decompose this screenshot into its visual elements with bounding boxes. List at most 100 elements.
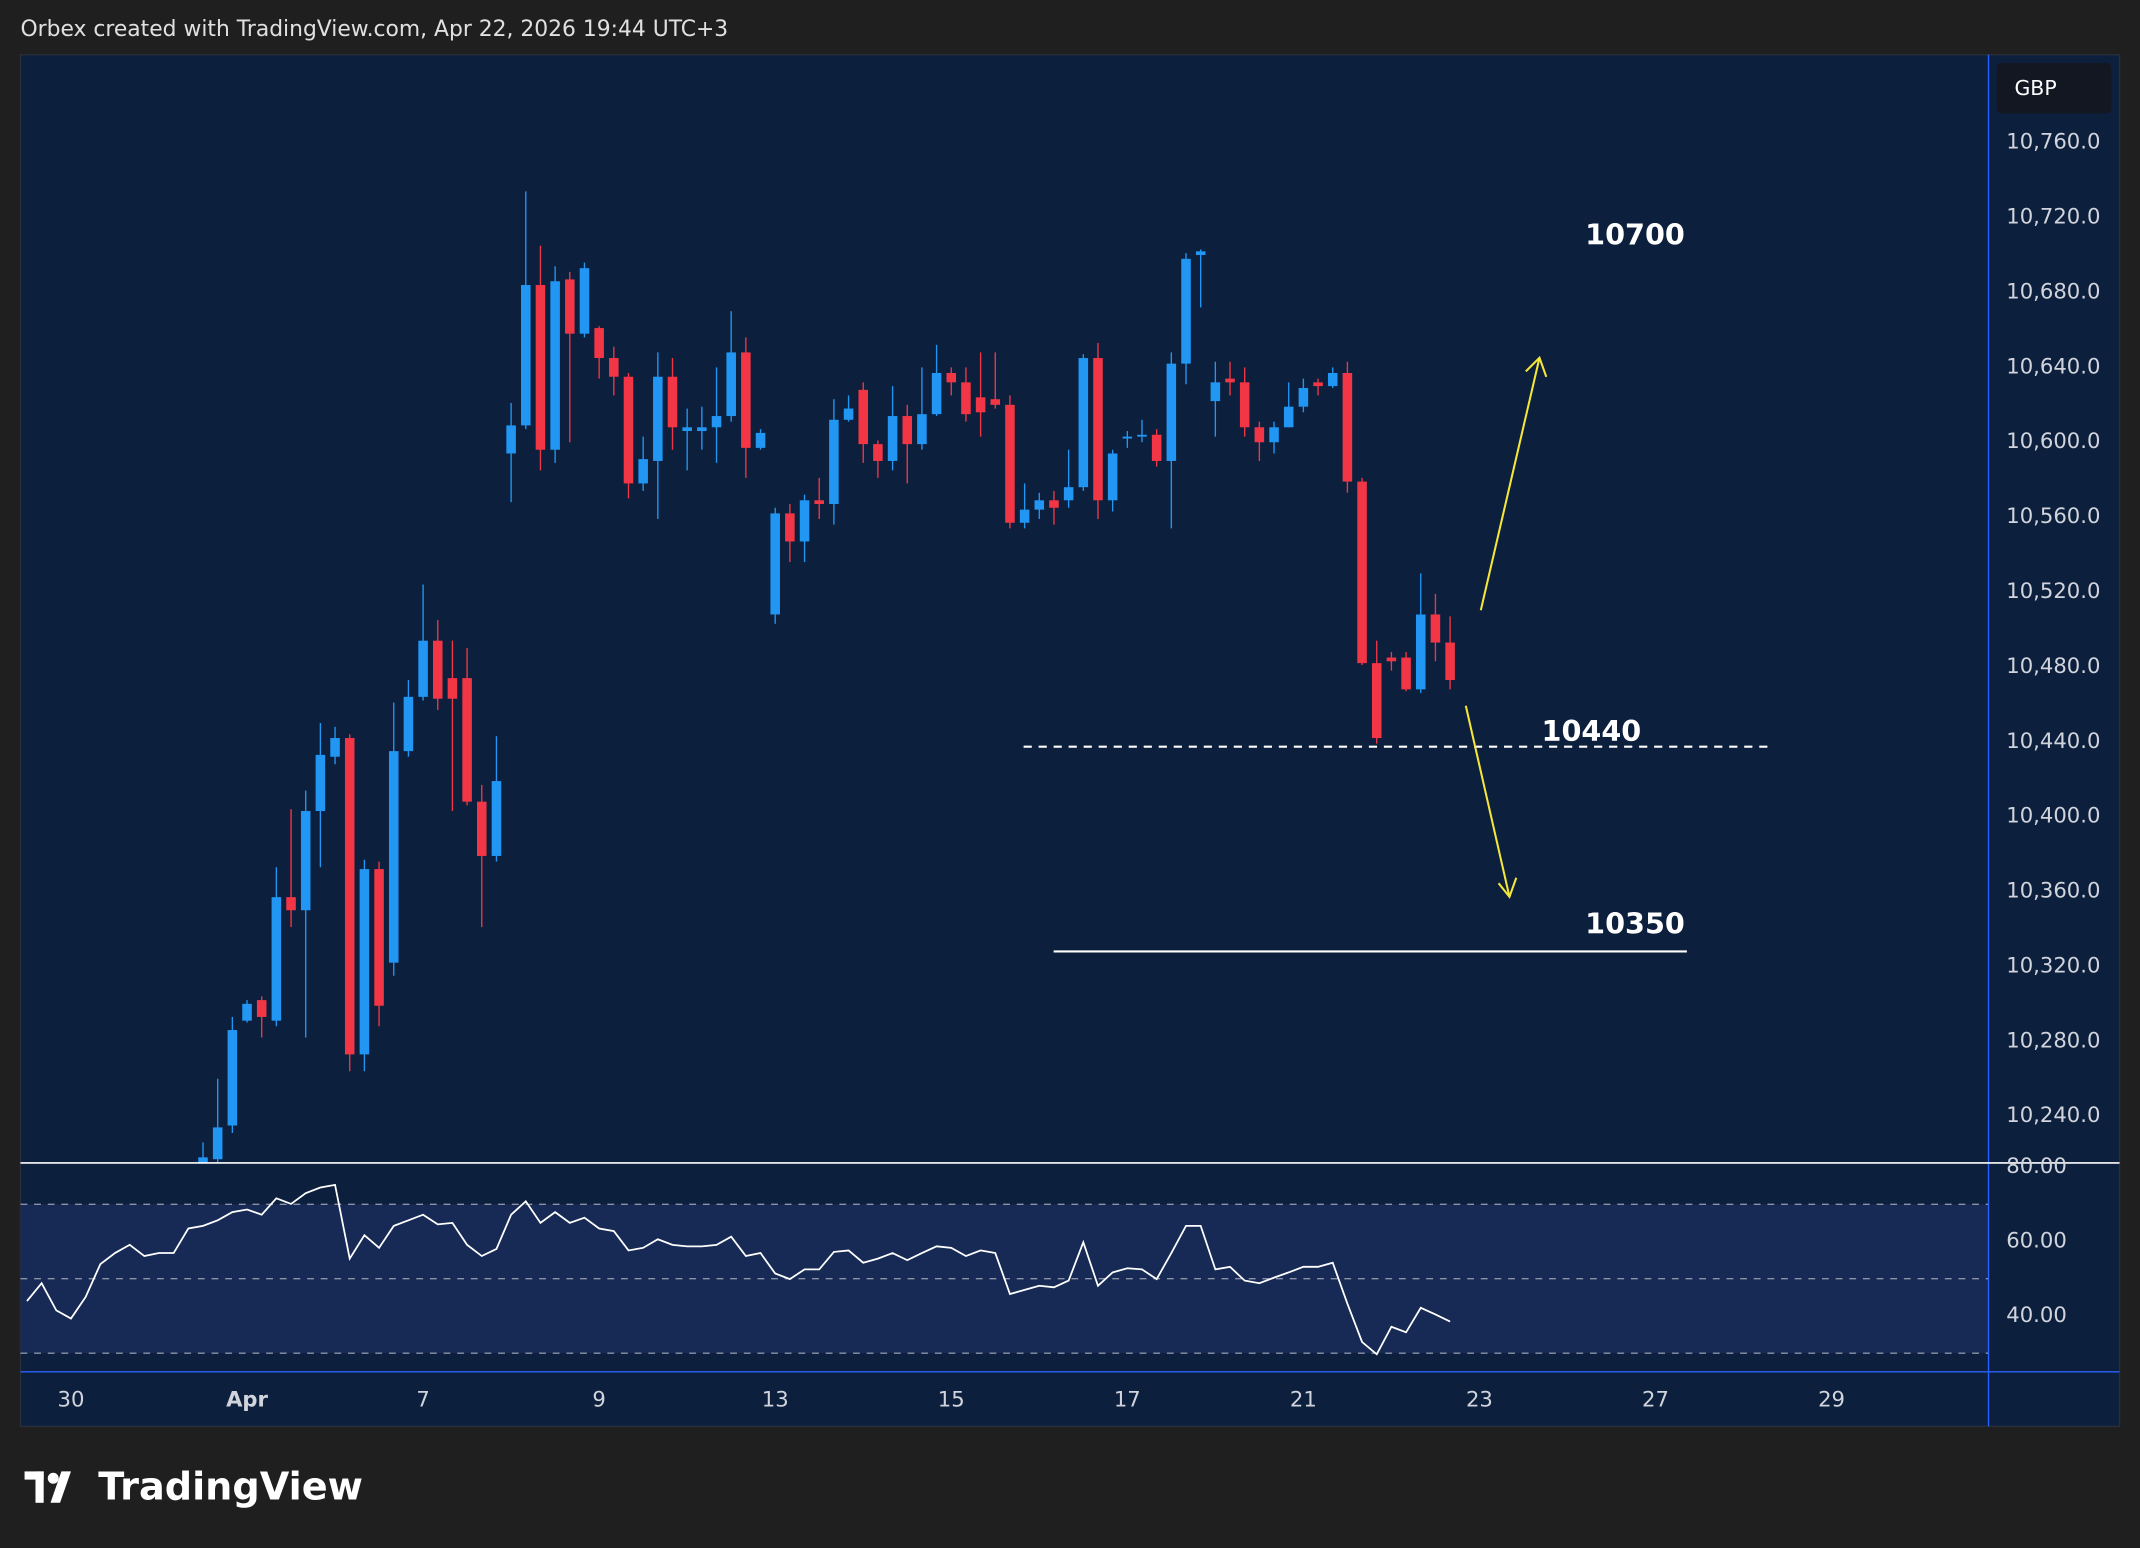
candle-body	[432, 640, 443, 699]
candle-body	[521, 285, 531, 426]
x-tick-label: 23	[1466, 1386, 1493, 1411]
candle-body	[388, 751, 399, 963]
candle-body	[653, 376, 663, 461]
x-tick-label: 29	[1818, 1386, 1845, 1411]
candle-body	[256, 1000, 267, 1017]
y-tick-label: 10,480.0	[2006, 653, 2100, 678]
logo-shape	[50, 1471, 71, 1503]
candle-body	[462, 678, 472, 802]
candle-body	[1269, 427, 1279, 443]
candle-body	[623, 376, 634, 484]
y-tick-label: 10,720.0	[2006, 204, 2100, 229]
candle-body	[1034, 500, 1045, 510]
y-tick-label: 10,760.0	[2006, 129, 2100, 154]
x-tick-label: 15	[938, 1386, 965, 1411]
candle-body	[755, 432, 766, 448]
currency-badge	[1996, 62, 2112, 114]
candle-body	[535, 285, 546, 450]
candle-body	[1239, 382, 1250, 428]
y-tick-label: 10,640.0	[2006, 353, 2100, 378]
candle-body	[1078, 358, 1089, 488]
y-tick-label: 10,600.0	[2006, 428, 2100, 453]
x-tick-label: 7	[416, 1386, 429, 1411]
candle-body	[917, 414, 927, 445]
candle-body	[1225, 378, 1235, 383]
candle-body	[843, 408, 854, 420]
header: Orbex created with TradingView.com, Apr …	[20, 17, 728, 42]
candle-body	[770, 513, 780, 615]
y-tick-label: 80.00	[2006, 1153, 2067, 1178]
candle-body	[931, 372, 942, 415]
candle-body	[1327, 372, 1338, 387]
y-tick-label: 60.00	[2006, 1228, 2067, 1253]
candle-body	[1151, 434, 1162, 461]
rsi-line	[26, 1183, 1451, 1356]
x-tick-label: 9	[592, 1386, 605, 1411]
candle-body	[506, 425, 516, 454]
logo-shape	[35, 1471, 44, 1503]
candle-body	[829, 419, 839, 505]
candle-body	[315, 754, 326, 812]
x-tick-label: 21	[1290, 1386, 1317, 1411]
candle-body	[873, 444, 883, 461]
candle-body	[271, 897, 282, 1021]
candle-body	[1371, 663, 1382, 739]
up-arrow	[1479, 357, 1541, 611]
candle-body	[1181, 258, 1191, 364]
candle-body	[609, 358, 619, 377]
y-tick-label: 10,680.0	[2006, 278, 2100, 303]
candle-body	[1415, 614, 1426, 690]
candle-body	[946, 372, 957, 383]
candle-body	[594, 328, 604, 359]
candle-body	[403, 696, 414, 752]
candle-body	[1005, 404, 1015, 523]
candle-body	[1210, 382, 1221, 402]
x-tick-label: Apr	[226, 1386, 268, 1411]
candle-body	[344, 738, 355, 1055]
candle-body	[1107, 453, 1118, 501]
candle-body	[359, 869, 370, 1055]
candle-body	[814, 500, 824, 505]
arrows	[1464, 355, 1548, 899]
watermark: TradingView	[98, 1466, 363, 1510]
candle-body	[1430, 614, 1441, 643]
candle-body	[667, 376, 678, 428]
y-tick-label: 40.00	[2006, 1302, 2067, 1327]
candle-body	[227, 1030, 238, 1126]
candle-body	[286, 897, 296, 911]
candle-body	[1313, 382, 1323, 387]
y-tick-label: 10,440.0	[2006, 728, 2100, 753]
candle-body	[565, 279, 575, 334]
candle-body	[550, 281, 560, 450]
candle-body	[1386, 657, 1397, 662]
candle-body	[858, 389, 869, 445]
logo-shape	[24, 1471, 44, 1480]
price-plot	[198, 191, 1455, 1163]
annotation: 10350	[1585, 906, 1685, 940]
candle-body	[1298, 387, 1309, 407]
candle-body	[726, 352, 736, 417]
down-arrow-head	[1497, 877, 1518, 899]
candle-body	[741, 352, 751, 448]
logo-shape	[47, 1472, 59, 1484]
y-tick-label: 10,400.0	[2006, 803, 2100, 828]
y-tick-label: 10,240.0	[2006, 1102, 2100, 1127]
rsi-plot	[26, 1183, 1451, 1356]
candle-body	[1122, 436, 1133, 439]
y-tick-label: 10,320.0	[2006, 952, 2100, 977]
candle-body	[491, 781, 502, 856]
logo	[24, 1471, 71, 1503]
candle-body	[330, 738, 340, 757]
candle-body	[1401, 657, 1411, 690]
candle-body	[579, 268, 590, 334]
y-tick-label: 10,520.0	[2006, 578, 2100, 603]
candle-body	[961, 382, 971, 415]
candle-body	[1254, 427, 1265, 443]
candle-body	[1019, 509, 1030, 523]
candle-body	[1137, 434, 1147, 437]
candle-body	[638, 459, 648, 484]
up-arrow-head	[1525, 355, 1548, 378]
y-tick-label: 10,560.0	[2006, 503, 2100, 528]
x-tick-label: 27	[1642, 1386, 1669, 1411]
